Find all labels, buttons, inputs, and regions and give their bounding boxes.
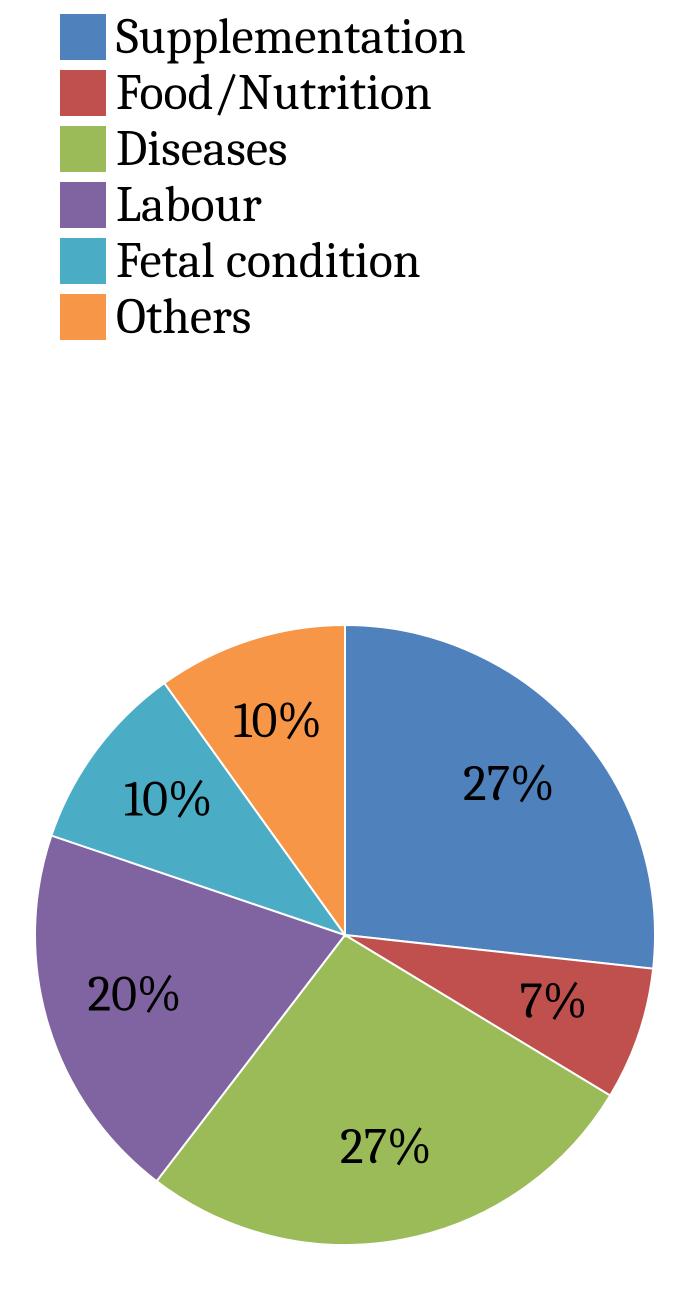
slice-label: 10% [124,771,212,829]
legend-label: Fetal condition [116,234,421,288]
legend-swatch [60,294,106,340]
legend-swatch [60,238,106,284]
legend-label: Others [116,290,251,344]
slice-label: 10% [233,692,321,750]
legend-item: Supplementation [60,10,466,64]
legend-item: Food/Nutrition [60,66,466,120]
legend-label: Diseases [116,122,288,176]
slice-label: 27% [463,755,555,813]
legend-label: Food/Nutrition [116,66,432,120]
legend-swatch [60,182,106,228]
legend-swatch [60,14,106,60]
legend-item: Diseases [60,122,466,176]
legend-label: Supplementation [116,10,466,64]
pie-chart: 27% 7% 27% 20% 10% 10% [35,585,655,1255]
legend-item: Others [60,290,466,344]
legend-swatch [60,70,106,116]
chart-container: Supplementation Food/Nutrition Diseases … [0,0,685,1298]
legend-label: Labour [116,178,262,232]
pie-svg: 27% 7% 27% 20% 10% 10% [35,585,655,1255]
slice-label: 27% [340,1118,432,1176]
legend: Supplementation Food/Nutrition Diseases … [60,10,466,346]
legend-item: Fetal condition [60,234,466,288]
legend-swatch [60,126,106,172]
slice-label: 20% [88,966,182,1024]
slice-label: 7% [519,972,587,1030]
legend-item: Labour [60,178,466,232]
